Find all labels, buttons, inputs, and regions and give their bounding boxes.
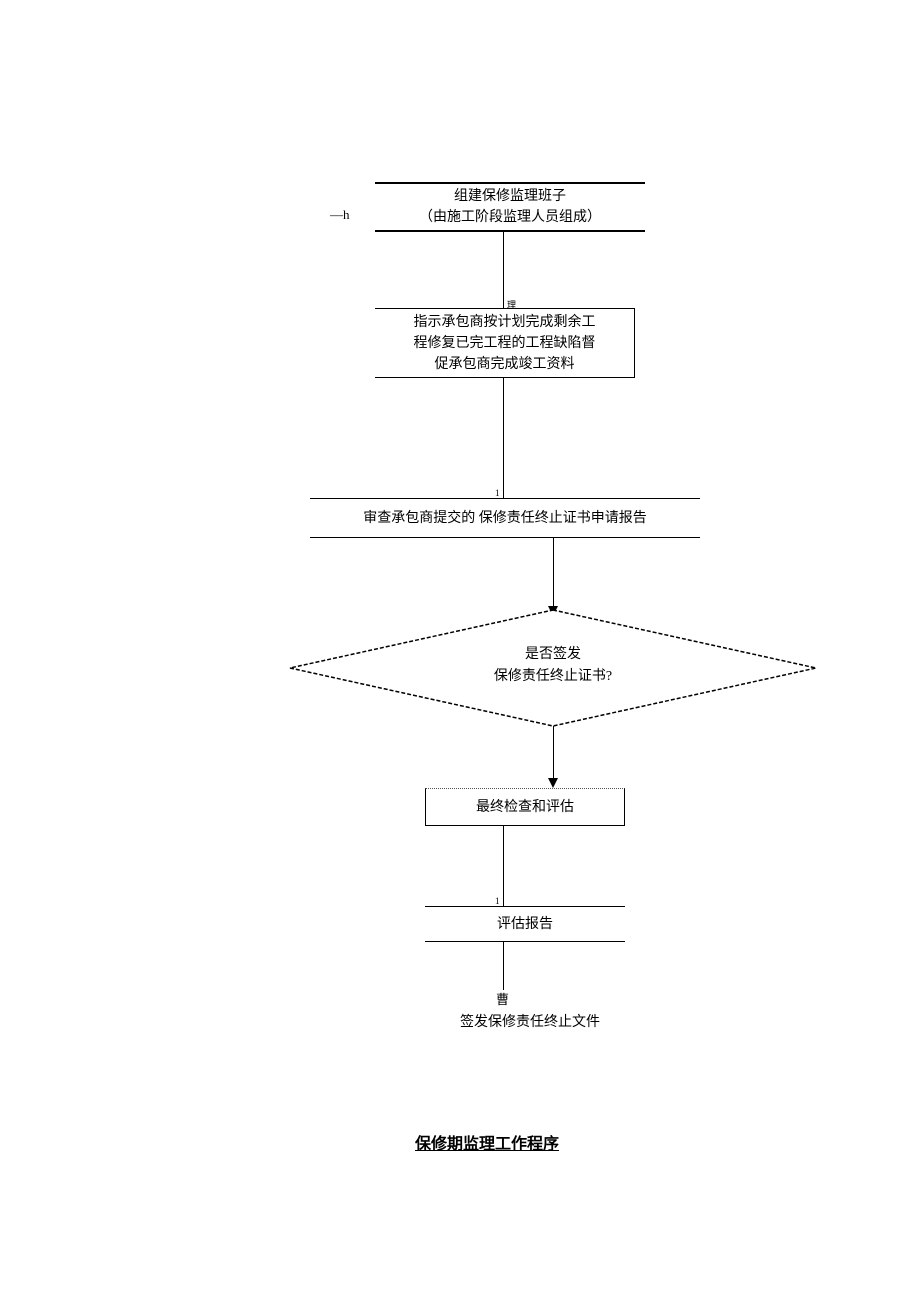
box-final-inspection: 最终检查和评估 — [425, 788, 625, 826]
diamond-line2: 保修责任终止证书? — [494, 669, 612, 684]
connector-3 — [553, 538, 554, 608]
diagram-title: 保修期监理工作程序 — [415, 1130, 559, 1154]
diamond-line1: 是否签发 — [525, 647, 581, 662]
box-issue-document: 签发保修责任终止文件 — [420, 1012, 640, 1033]
box2-line3: 促承包商完成竣工资料 — [435, 354, 575, 375]
box-build-team: 组建保修监理班子 （由施工阶段监理人员组成） — [375, 182, 645, 232]
connector-5-label: 曹 — [496, 990, 509, 1010]
box3-line1: 审查承包商提交的 保修责任终止证书申请报告 — [363, 508, 647, 529]
box2-line2: 程修复已完工程的工程缺陷督 — [414, 333, 596, 354]
connector-1 — [503, 232, 504, 308]
box-evaluation-report: 评估报告 — [425, 906, 625, 942]
arrowhead-after-diamond — [548, 778, 558, 788]
connector-2-label: 1 — [495, 488, 500, 498]
decision-issue-certificate: 是否签发 保修责任终止证书? — [288, 608, 818, 728]
box-review-application: 审查承包商提交的 保修责任终止证书申请报告 — [310, 498, 700, 538]
diamond-text: 是否签发 保修责任终止证书? — [288, 644, 818, 689]
box1-line1: 组建保修监理班子 — [454, 186, 566, 207]
box5-line1: 评估报告 — [497, 914, 553, 935]
connector-4 — [503, 826, 504, 906]
connector-diamond-down — [553, 726, 554, 780]
box4-line1: 最终检查和评估 — [476, 797, 574, 818]
box2-line1: 指示承包商按计划完成剩余工 — [414, 312, 596, 333]
box6-line1: 签发保修责任终止文件 — [460, 1015, 600, 1030]
box1-line2: （由施工阶段监理人员组成） — [419, 207, 601, 228]
connector-2 — [503, 378, 504, 498]
box-instruct-contractor: 指示承包商按计划完成剩余工 程修复已完工程的工程缺陷督 促承包商完成竣工资料 — [375, 308, 635, 378]
connector-5 — [503, 942, 504, 990]
side-label: —h — [330, 205, 350, 225]
connector-4-label: 1 — [495, 896, 500, 906]
